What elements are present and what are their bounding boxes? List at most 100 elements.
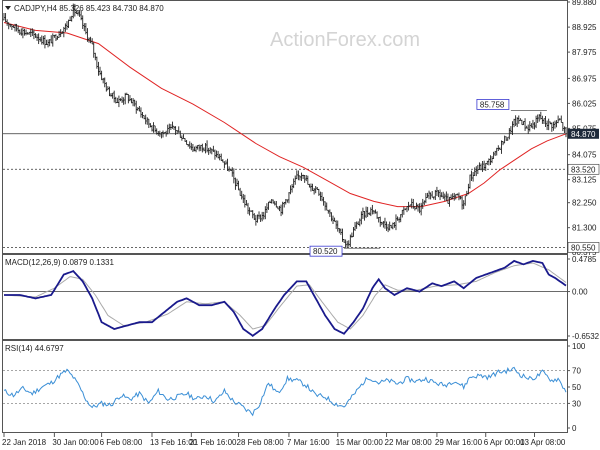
ohlc-bar [528, 121, 531, 132]
ohlc-bar [405, 206, 409, 213]
current-price-tag: 84.870 [568, 128, 599, 139]
ohlc-bar [506, 136, 509, 141]
x-axis: 22 Jan 2018 30 Jan 00:00 6 Feb 08:00 13 Feb… [2, 433, 566, 447]
ohlc-bar [139, 107, 143, 118]
price-y-tick-label: 88.925 [572, 23, 597, 32]
ohlc-bar [37, 33, 40, 45]
x-tick-label: 29 Mar 16:00 [435, 438, 483, 447]
ohlc-bar [419, 202, 423, 216]
macd-y-tick-label: 0.4785 [572, 255, 597, 264]
ohlc-bar [43, 34, 47, 49]
ohlc-bar [380, 221, 384, 226]
ohlc-bar [15, 23, 18, 32]
ohlc-bar [437, 190, 440, 198]
ohlc-bar [238, 187, 242, 196]
ohlc-bar [489, 155, 492, 165]
ohlc-bar [435, 186, 439, 197]
macd-y-tick-label: -0.6532 [572, 332, 600, 341]
level-tag: 83.520 [567, 163, 600, 175]
ohlc-bar [54, 34, 58, 42]
ohlc-bar [495, 147, 498, 156]
ohlc-bar [100, 70, 103, 81]
ohlc-bar [171, 121, 174, 129]
level-tag: 80.550 [567, 242, 600, 253]
ohlc-bar [544, 115, 547, 128]
ohlc-bar [101, 77, 105, 84]
ohlc-bar [446, 193, 450, 204]
ohlc-bar [59, 29, 62, 38]
ohlc-bar [327, 209, 330, 214]
ohlc-bar [462, 200, 465, 210]
ohlc-bar [430, 191, 434, 198]
rsi-y-tick-label: 100 [572, 342, 586, 351]
ohlc-bar [232, 168, 236, 184]
macd-y-tick-label: 0.00 [572, 288, 588, 297]
ohlc-bar [194, 145, 198, 153]
ohlc-bar [133, 99, 136, 107]
rsi-y-tick-label: 70 [572, 367, 581, 376]
ohlc-bar [24, 29, 28, 36]
ohlc-bar [20, 28, 23, 36]
x-tick-label: 22 Mar 08:00 [385, 438, 433, 447]
ohlc-bar [534, 115, 538, 129]
symbol-header: CADJPY,H4 85.326 85.423 84.730 84.870 [5, 4, 164, 13]
ohlc-bar [213, 149, 217, 160]
ohlc-bar [216, 150, 220, 159]
x-tick-label: 7 Mar 16:00 [287, 438, 330, 447]
rsi-line [3, 366, 567, 417]
ohlc-bar [531, 119, 535, 129]
ohlc-bar [264, 206, 267, 220]
ohlc-bar [254, 214, 258, 226]
ohlc-bar [191, 143, 195, 152]
ohlc-bar [536, 114, 539, 123]
ohlc-bar [202, 147, 206, 152]
ohlc-bar [352, 226, 355, 237]
ohlc-bar [298, 175, 302, 181]
ohlc-bar [317, 188, 321, 196]
macd-layer: 0.4785 0.00 -0.6532 [3, 255, 600, 341]
level-tag-box [567, 163, 600, 175]
ohlc-bar [563, 126, 566, 134]
ohlc-bar [275, 201, 278, 208]
ohlc-bar [511, 121, 514, 136]
rsi-title: RSI(14) 44.6797 [5, 344, 64, 353]
annotation-box [476, 99, 510, 110]
ohlc-bar [385, 221, 388, 231]
ohlc-bar [424, 193, 428, 204]
ohlc-bar [478, 162, 481, 170]
rsi-panel-frame [2, 340, 568, 433]
ohlc-bar [243, 194, 247, 208]
ohlc-bar [429, 192, 432, 200]
dropdown-triangle-icon[interactable] [5, 6, 11, 10]
rsi-y-tick-label: 50 [572, 383, 581, 392]
price-y-tick-label: 83.125 [572, 176, 597, 185]
ohlc-bar [278, 205, 281, 212]
watermark: ActionForex.com [270, 29, 420, 51]
ohlc-bar [146, 117, 149, 125]
ohlc-bar [287, 192, 291, 204]
ohlc-bar [46, 39, 50, 48]
ohlc-bar [379, 216, 382, 227]
ohlc-bar [542, 118, 546, 125]
ohlc-bar [83, 23, 86, 32]
price-y-tick-label: 86.975 [572, 74, 597, 83]
macd-panel-frame [2, 254, 568, 340]
ohlc-bar [344, 239, 347, 248]
ohlc-bar [350, 232, 354, 238]
ohlc-bar [305, 175, 308, 182]
ohlc-bar [89, 36, 92, 44]
ohlc-bar [172, 125, 176, 131]
price-y-tick-label: 82.250 [572, 199, 597, 208]
ohlc-bar [152, 122, 155, 133]
ohlc-bar [309, 183, 313, 192]
ohlc-bar [553, 120, 557, 129]
x-tick-label: 13 Feb 16:00 [150, 438, 198, 447]
ohlc-bar [231, 167, 234, 177]
ohlc-bar [218, 153, 221, 161]
ohlc-bar [95, 56, 99, 69]
level-tag-label: 83.520 [571, 165, 596, 174]
ohlc-bar [23, 28, 26, 36]
ohlc-bar [475, 166, 478, 177]
ohlc-bar [490, 156, 494, 164]
macd-title: MACD(12,26,9) 0.0879 0.1331 [5, 258, 115, 267]
